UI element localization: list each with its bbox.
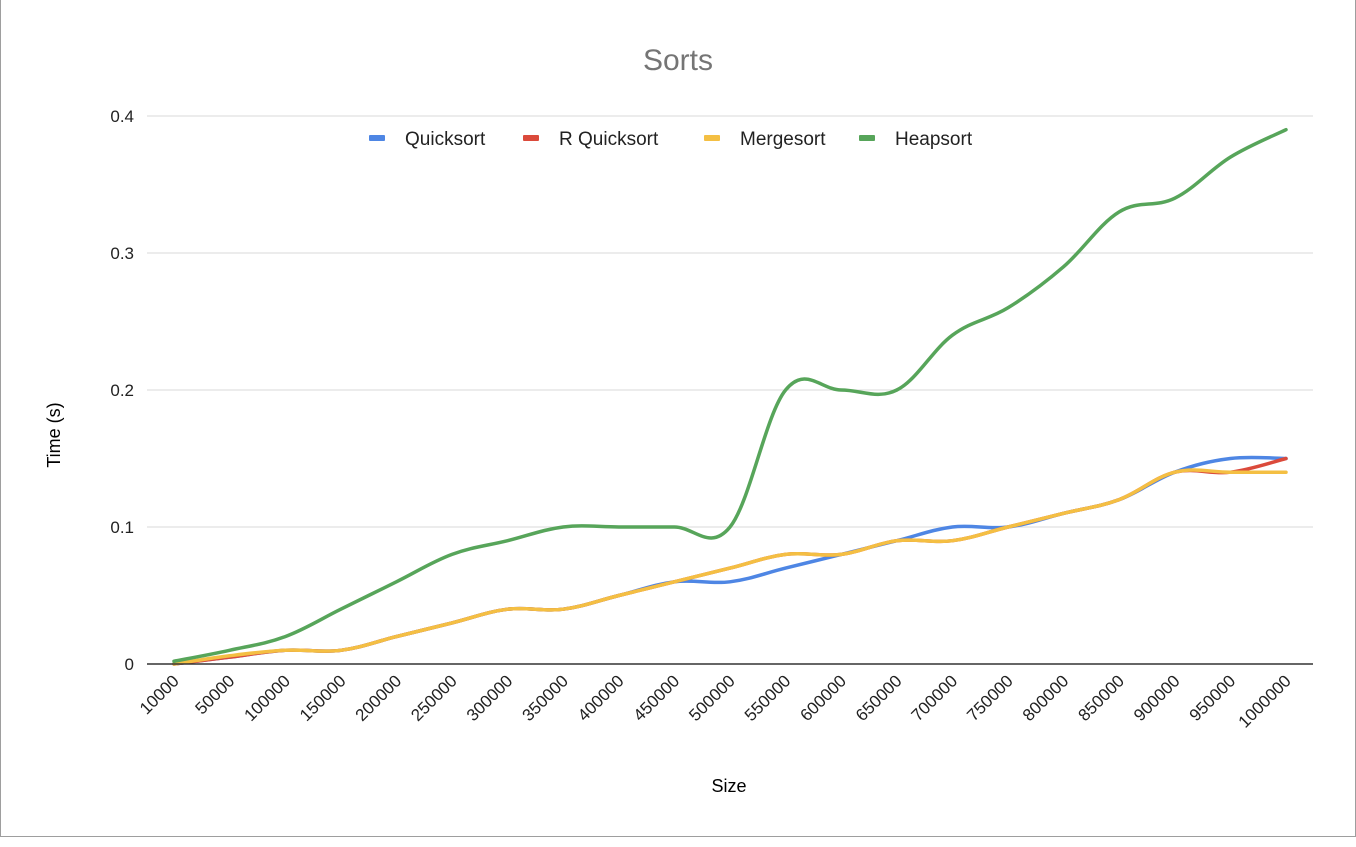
x-tick-label: 650000	[852, 671, 906, 725]
legend-swatch	[859, 135, 875, 141]
x-tick-label: 900000	[1130, 671, 1184, 725]
y-tick-label: 0.3	[110, 244, 134, 263]
series-line-mergesort	[172, 468, 1288, 666]
legend-label: Heapsort	[895, 129, 973, 150]
y-axis-label: Time (s)	[44, 402, 64, 467]
gridlines	[147, 115, 1313, 528]
x-tick-label: 700000	[908, 671, 962, 725]
y-tick-label: 0.4	[110, 107, 134, 126]
x-tick-label: 550000	[741, 671, 795, 725]
x-tick-label: 1000000	[1235, 671, 1295, 731]
x-tick-label: 200000	[352, 671, 406, 725]
legend-swatch	[523, 135, 539, 141]
x-tick-label: 600000	[796, 671, 850, 725]
legend-swatch	[704, 135, 720, 141]
x-tick-label: 10000	[136, 671, 183, 718]
x-axis-ticks: 10000 50000 100000 150000 200000 250000 300000…	[136, 671, 1295, 731]
series-line-quicksort	[172, 455, 1288, 666]
x-tick-label: 750000	[963, 671, 1017, 725]
y-tick-label: 0.1	[110, 518, 134, 537]
x-tick-label: 150000	[296, 671, 350, 725]
chart-title: Sorts	[643, 44, 713, 77]
series-lines	[172, 127, 1288, 666]
x-tick-label: 300000	[463, 671, 517, 725]
series-line-r-quicksort	[172, 456, 1288, 666]
legend-label: R Quicksort	[559, 129, 659, 150]
x-tick-label: 850000	[1074, 671, 1128, 725]
y-tick-label: 0.2	[110, 381, 134, 400]
x-tick-label: 450000	[630, 671, 684, 725]
legend-label: Quicksort	[405, 129, 486, 150]
legend: Quicksort R Quicksort Mergesort Heapsort	[369, 129, 973, 150]
x-tick-label: 100000	[240, 671, 294, 725]
y-tick-label: 0	[125, 655, 134, 674]
x-tick-label: 50000	[192, 671, 239, 718]
x-tick-label: 250000	[407, 671, 461, 725]
x-tick-label: 800000	[1019, 671, 1073, 725]
x-tick-label: 950000	[1186, 671, 1240, 725]
x-tick-label: 350000	[518, 671, 572, 725]
y-axis-ticks: 0 0.1 0.2 0.3 0.4	[110, 107, 134, 674]
legend-label: Mergesort	[740, 129, 826, 150]
x-tick-label: 400000	[574, 671, 628, 725]
legend-swatch	[369, 135, 385, 141]
series-line-heapsort	[172, 127, 1288, 664]
x-axis-label: Size	[711, 776, 746, 796]
x-tick-label: 500000	[685, 671, 739, 725]
